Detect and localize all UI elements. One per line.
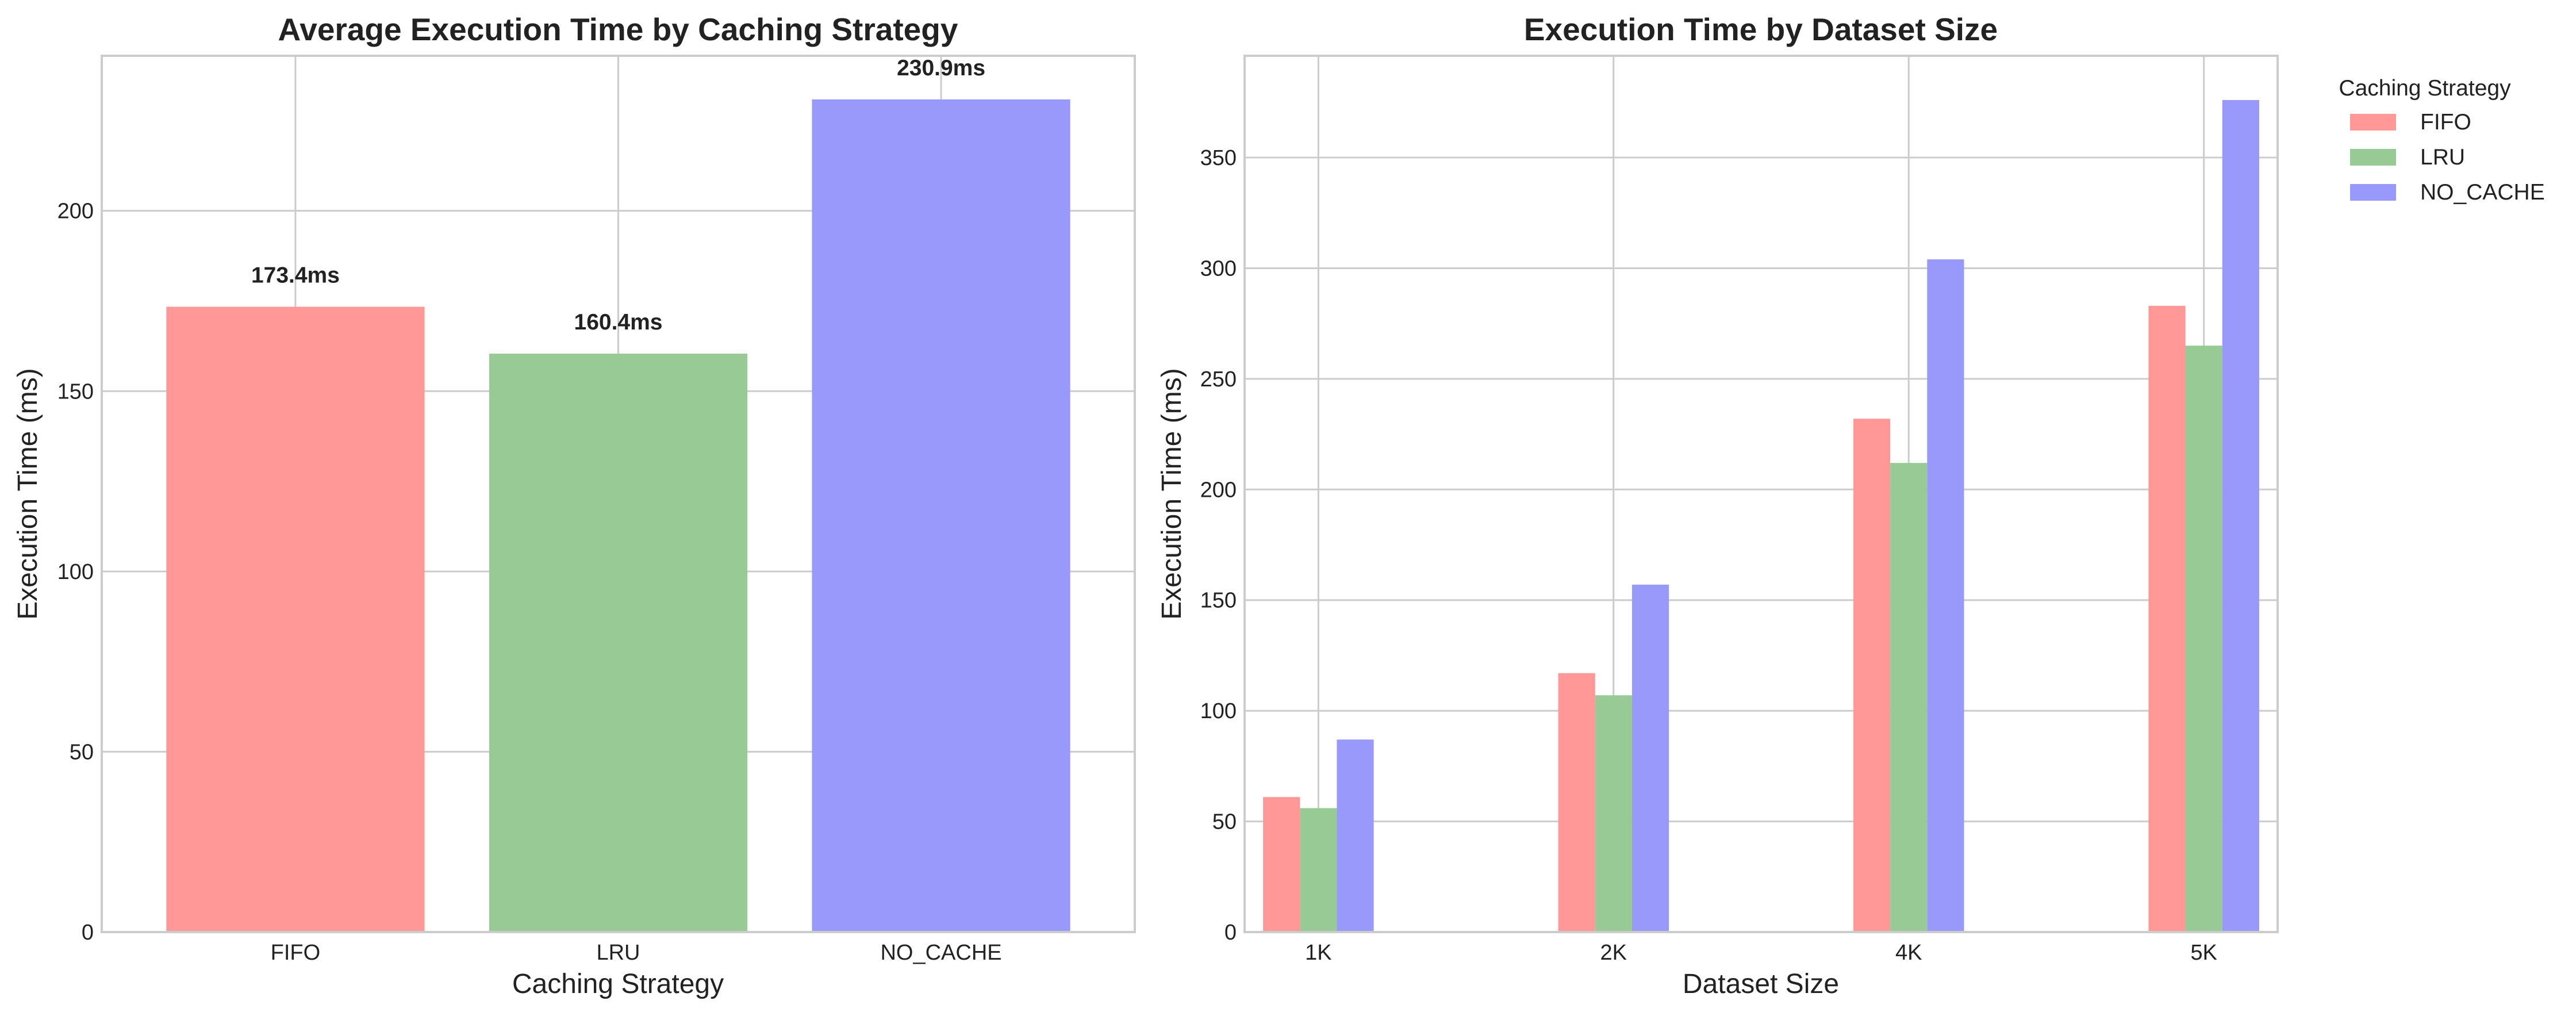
chart-avg-by-strategy: 173.4ms 160.4ms 230.9ms 0 50 100 150 200 FIFO L… [13,11,1136,999]
legend-label: LRU [2420,145,2465,170]
legend-swatch [2350,184,2396,201]
chart2-bar-lru [2185,346,2222,932]
legend-title: Caching Strategy [2339,76,2511,101]
legend-swatch [2350,114,2396,131]
chart2-y-tick-label: 300 [1200,256,1237,281]
legend: Caching Strategy FIFO LRU NO_CACHE [2339,76,2544,205]
chart1-data-label: 160.4ms [574,310,663,335]
chart2-y-tick-label: 50 [1212,810,1237,834]
chart-by-dataset-size: 0 50 100 150 200 250 300 350 1K 2K 4K 5K Execution… [1157,11,2279,999]
chart2-x-tick-label: 2K [1600,941,1627,965]
legend-swatch [2350,149,2396,166]
chart2-bar-fifo [1558,673,1595,932]
chart1-bar [812,99,1070,932]
chart2-bar-no-cache [1631,584,1669,932]
chart1-plot-frame [101,55,1136,933]
chart1-y-tick-label: 50 [70,740,94,764]
chart1-y-ticks: 0 50 100 150 200 [57,200,94,945]
chart2-bar-no-cache [2222,99,2259,932]
chart2-bar-no-cache [1337,739,1374,932]
chart2-y-tick-label: 0 [1224,921,1237,945]
chart2-plot-frame [1243,55,2279,933]
legend-items: FIFO LRU NO_CACHE [2350,110,2545,205]
chart1-bar [166,306,425,933]
chart1-y-tick-label: 150 [57,379,94,404]
chart1-y-tick-label: 200 [57,200,94,224]
chart1-bars [166,99,1070,933]
chart2-y-ticks: 0 50 100 150 200 250 300 350 [1200,146,1237,945]
chart2-y-tick-label: 350 [1200,146,1237,170]
chart1-x-tick-label: FIFO [271,941,321,965]
chart2-bar-fifo [2148,305,2186,932]
legend-label: FIFO [2420,110,2471,135]
chart2-bar-fifo [1263,797,1300,932]
chart2-y-tick-label: 150 [1200,589,1237,613]
chart2-x-tick-label: 4K [1895,941,1922,965]
legend-label: NO_CACHE [2420,180,2545,205]
chart1-title: Average Execution Time by Caching Strate… [278,11,958,47]
chart2-x-ticks: 1K 2K 4K 5K [1305,941,2217,965]
chart2-x-tick-label: 5K [2190,941,2217,965]
chart1-bar [489,354,748,932]
chart1-x-axis-label: Caching Strategy [512,969,724,999]
chart2-y-tick-label: 100 [1200,699,1237,723]
chart1-data-label: 173.4ms [251,263,340,288]
chart1-x-ticks: FIFO LRU NO_CACHE [271,941,1002,965]
chart2-x-axis-label: Dataset Size [1683,969,1839,999]
chart2-bar-lru [1595,695,1632,932]
chart2-x-tick-label: 1K [1305,941,1331,965]
chart1-data-labels: 173.4ms 160.4ms 230.9ms [251,56,985,335]
chart2-bar-lru [1890,463,1928,932]
chart1-x-tick-label: NO_CACHE [880,941,1001,965]
chart2-y-tick-label: 250 [1200,367,1237,392]
chart1-y-tick-label: 100 [57,560,94,584]
chart2-bar-lru [1300,808,1337,932]
chart2-grid [1245,56,2278,933]
chart2-y-tick-label: 200 [1200,478,1237,502]
chart2-bar-fifo [1853,419,1891,932]
chart1-x-tick-label: LRU [596,941,640,965]
chart2-y-axis-label: Execution Time (ms) [1157,368,1187,619]
chart2-title: Execution Time by Dataset Size [1524,11,1998,47]
chart1-data-label: 230.9ms [897,56,985,80]
chart2-bars [1263,99,2259,933]
chart1-y-tick-label: 0 [82,921,94,945]
chart1-y-axis-label: Execution Time (ms) [13,368,43,619]
chart2-bar-no-cache [1927,259,1964,933]
